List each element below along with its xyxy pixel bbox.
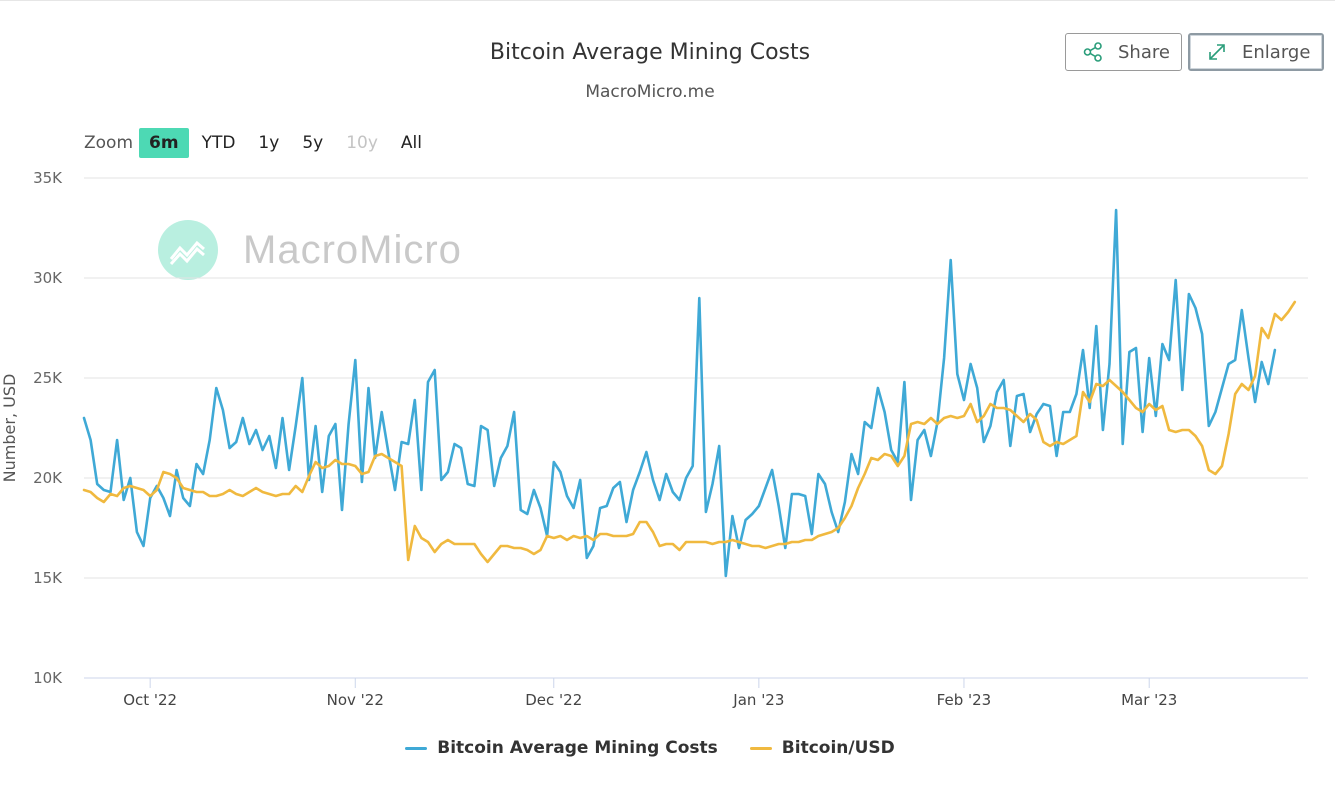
zoom-all-button[interactable]: All bbox=[400, 133, 422, 153]
watermark: MacroMicro bbox=[158, 220, 462, 280]
chart-plot: 10K 15K 20K 25K 30K 35K Oct '22 Nov '22 Dec '22… bbox=[0, 169, 1308, 709]
x-axis: Oct '22 Nov '22 Dec '22 Jan '23 Feb '23 Mar '… bbox=[84, 677, 1308, 709]
chart-title: Bitcoin Average Mining Costs bbox=[489, 40, 811, 65]
enlarge-label: Enlarge bbox=[1242, 41, 1311, 63]
zoom-6m-button[interactable]: 6m bbox=[139, 128, 189, 158]
legend-item-mining-costs[interactable]: Bitcoin Average Mining Costs bbox=[405, 738, 718, 758]
chart-series bbox=[82, 208, 1297, 578]
series-line-bitcoin-usd[interactable] bbox=[82, 300, 1297, 564]
y-tick-label: 20K bbox=[33, 469, 63, 487]
y-tick-label: 35K bbox=[33, 169, 63, 187]
x-tick-label: Feb '23 bbox=[937, 691, 992, 709]
chart-legend: Bitcoin Average Mining Costs Bitcoin/USD bbox=[0, 738, 1300, 758]
zoom-label: Zoom bbox=[84, 133, 134, 153]
legend-label-bitcoin-usd: Bitcoin/USD bbox=[781, 738, 895, 758]
share-icon bbox=[1082, 41, 1104, 63]
top-border bbox=[0, 0, 1335, 1]
x-tick-label: Jan '23 bbox=[732, 691, 784, 709]
watermark-text: MacroMicro bbox=[243, 227, 462, 272]
y-axis-title: Number, USD bbox=[0, 374, 19, 483]
y-axis: 10K 15K 20K 25K 30K 35K bbox=[33, 169, 63, 687]
x-tick-label: Oct '22 bbox=[123, 691, 177, 709]
watermark-logo-icon bbox=[158, 220, 218, 280]
zoom-1y-button[interactable]: 1y bbox=[258, 133, 280, 153]
legend-label-mining-costs: Bitcoin Average Mining Costs bbox=[437, 738, 718, 758]
legend-swatch-mining-costs bbox=[405, 746, 428, 750]
y-tick-label: 15K bbox=[33, 569, 63, 587]
share-label: Share bbox=[1118, 41, 1170, 63]
enlarge-button[interactable]: Enlarge bbox=[1188, 33, 1324, 71]
y-tick-label: 30K bbox=[33, 269, 63, 287]
x-tick-label: Dec '22 bbox=[525, 691, 582, 709]
zoom-10y-button: 10y bbox=[346, 133, 378, 153]
series-line-mining-costs[interactable] bbox=[82, 208, 1277, 578]
x-tick-label: Mar '23 bbox=[1121, 691, 1177, 709]
legend-swatch-bitcoin-usd bbox=[749, 746, 772, 750]
expand-icon bbox=[1206, 41, 1228, 63]
share-button[interactable]: Share bbox=[1065, 33, 1182, 71]
zoom-5y-button[interactable]: 5y bbox=[302, 133, 324, 153]
chart-subtitle: MacroMicro.me bbox=[585, 82, 715, 102]
legend-item-bitcoin-usd[interactable]: Bitcoin/USD bbox=[749, 738, 895, 758]
x-tick-label: Nov '22 bbox=[327, 691, 384, 709]
y-tick-label: 25K bbox=[33, 369, 63, 387]
zoom-selector: Zoom 6m YTD 1y 5y 10y All bbox=[84, 128, 435, 158]
zoom-ytd-button[interactable]: YTD bbox=[201, 133, 236, 153]
y-tick-label: 10K bbox=[33, 669, 63, 687]
